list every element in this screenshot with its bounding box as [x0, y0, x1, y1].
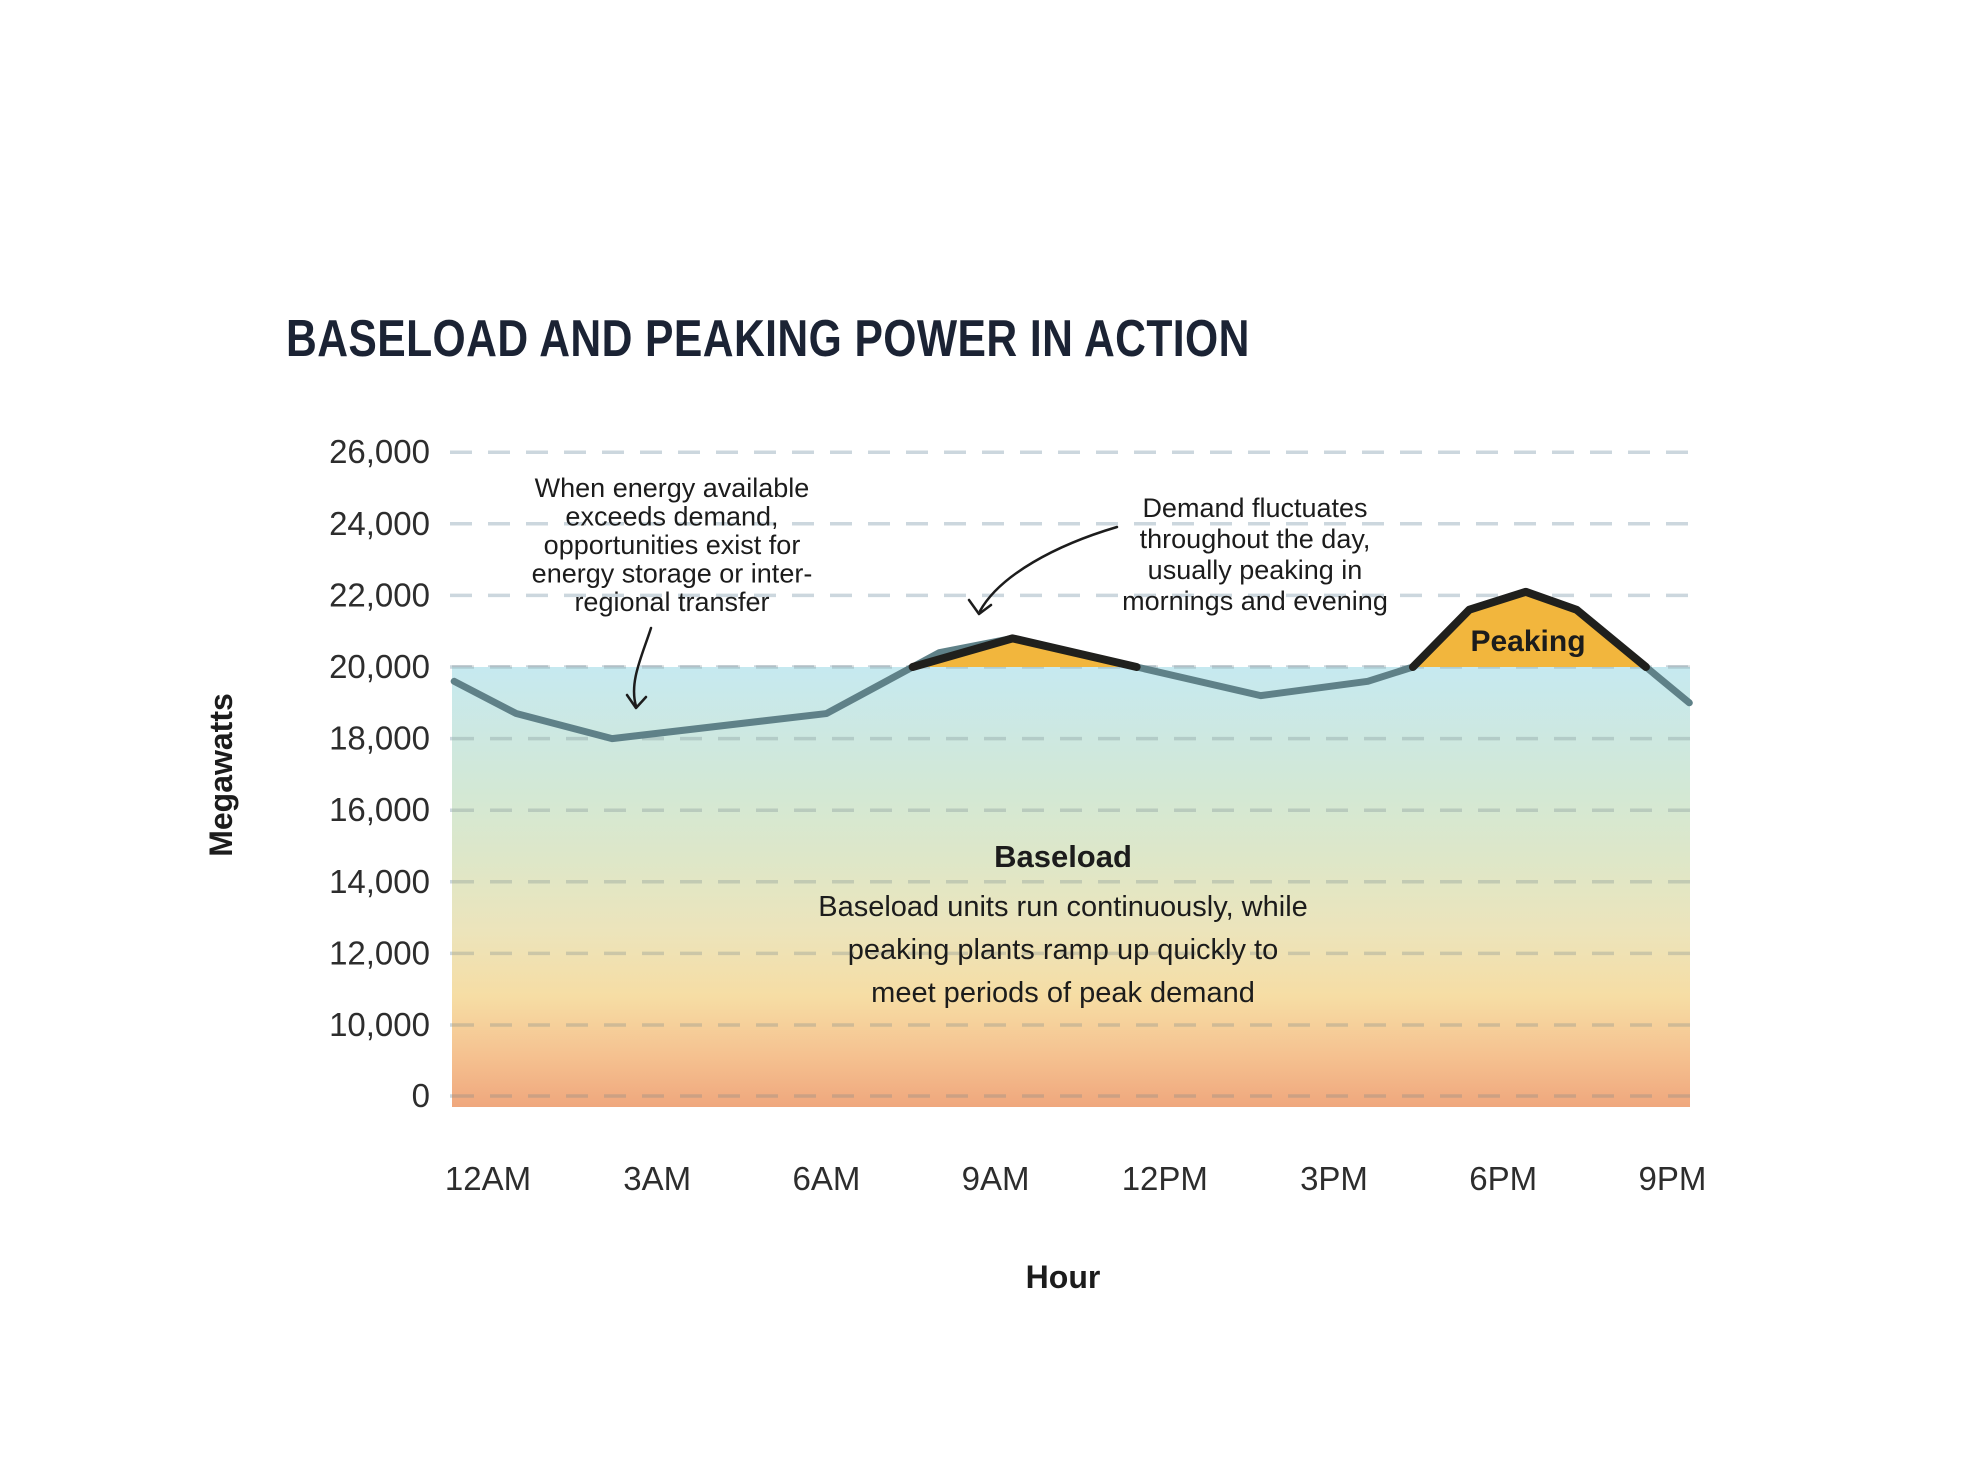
x-tick-label: 9AM: [962, 1160, 1030, 1197]
annotation-line: opportunities exist for: [544, 530, 801, 560]
demand-line-dark-segment: [908, 634, 1141, 671]
annotation-line: mornings and evening: [1122, 586, 1388, 616]
baseload-area: [452, 667, 1690, 1107]
annotation-line: usually peaking in: [1148, 555, 1363, 585]
y-tick-label: 20,000: [329, 648, 430, 685]
annotation-line: throughout the day,: [1140, 524, 1371, 554]
demand-line-above-cap: [908, 587, 1650, 671]
page-title: BASELOAD AND PEAKING POWER IN ACTION: [286, 310, 1250, 368]
x-tick-label: 6PM: [1469, 1160, 1537, 1197]
demand-line-dark-segment: [1408, 587, 1650, 671]
annotation-line: Demand fluctuates: [1142, 493, 1367, 523]
x-tick-label: 9PM: [1638, 1160, 1706, 1197]
baseload-description-line: meet periods of peak demand: [871, 977, 1255, 1009]
y-tick-label: 26,000: [329, 433, 430, 470]
annotation-line: exceeds demand,: [565, 502, 778, 532]
y-tick-label: 10,000: [329, 1006, 430, 1043]
y-tick-label: 18,000: [329, 720, 430, 757]
annotation-line: energy storage or inter-: [532, 559, 813, 589]
x-tick-label: 12PM: [1122, 1160, 1208, 1197]
y-axis-title: Megawatts: [203, 693, 239, 857]
baseload-description-line: Baseload units run continuously, while: [818, 891, 1308, 923]
baseload-label: Baseload: [994, 839, 1132, 874]
baseload-description-line: peaking plants ramp up quickly to: [848, 934, 1278, 966]
x-axis-title: Hour: [1026, 1259, 1101, 1295]
y-tick-label: 0: [412, 1077, 430, 1114]
y-tick-label: 12,000: [329, 934, 430, 971]
annotation-storage-arrow: [632, 626, 653, 708]
y-tick-label: 22,000: [329, 576, 430, 613]
y-tick-label: 24,000: [329, 505, 430, 542]
peaking-label: Peaking: [1470, 625, 1585, 658]
peaking-area: [912, 638, 1137, 667]
annotation-demand-arrow: [978, 525, 1119, 613]
x-tick-label: 6AM: [792, 1160, 860, 1197]
x-axis-tick-labels: 12AM 3AM 6AM 9AM 12PM 3PM 6PM 9PM: [445, 1160, 1706, 1197]
y-axis-tick-labels: 26,000 24,000 22,000 20,000 18,000 16,000 14,0…: [329, 433, 430, 1114]
y-tick-label: 16,000: [329, 791, 430, 828]
y-tick-label: 14,000: [329, 863, 430, 900]
annotation-line: regional transfer: [574, 587, 769, 617]
annotation-demand-arrowhead: [967, 598, 993, 616]
x-tick-label: 3PM: [1300, 1160, 1368, 1197]
baseload-description: Baseload units run continuously, while pe…: [818, 891, 1308, 1009]
x-tick-label: 12AM: [445, 1160, 531, 1197]
x-tick-label: 3AM: [623, 1160, 691, 1197]
annotation-line: When energy available: [535, 473, 810, 503]
annotation-storage-arrowhead: [625, 693, 648, 710]
